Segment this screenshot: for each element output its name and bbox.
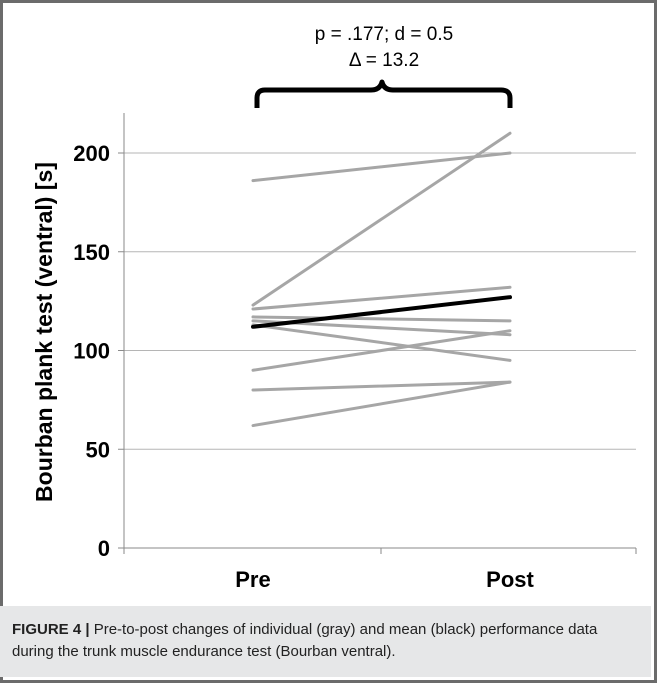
y-tick-label-50: 50 <box>86 437 110 462</box>
x-category-labels: Pre Post <box>235 567 534 592</box>
x-category-label-post: Post <box>486 567 534 592</box>
data-lines <box>251 131 512 428</box>
y-axis-label: Bourban plank test (ventral) [s] <box>31 162 57 502</box>
significance-bracket <box>254 79 513 108</box>
caption-box <box>0 606 651 677</box>
caption-text: Pre-to-post changes of individual (gray)… <box>12 621 598 660</box>
individual-line-9 <box>251 380 512 428</box>
y-tick-label-200: 200 <box>73 141 110 166</box>
y-tick-label-100: 100 <box>73 339 110 364</box>
bracket-path <box>254 79 513 108</box>
individual-line-8 <box>251 380 512 392</box>
individual-line-7 <box>251 329 512 372</box>
x-category-label-pre: Pre <box>235 567 270 592</box>
individual-line-2 <box>251 131 512 307</box>
caption-label: FIGURE 4 | <box>12 621 90 638</box>
annotation-line-1: p = .177; d = 0.5 <box>315 24 453 45</box>
y-tick-labels: 0 50 100 150 200 <box>73 141 110 561</box>
individual-line-3 <box>251 285 512 311</box>
y-tick-label-0: 0 <box>98 536 110 561</box>
individual-line-1 <box>251 151 512 183</box>
axes <box>118 113 637 554</box>
individual-line-4 <box>251 315 512 323</box>
individual-line-6 <box>251 323 512 362</box>
annotation-line-2: Δ = 13.2 <box>349 50 419 71</box>
y-tick-label-150: 150 <box>73 240 110 265</box>
figure-caption: FIGURE 4 | Pre-to-post changes of indivi… <box>12 619 642 663</box>
mean-line <box>251 295 512 329</box>
chart: 0 50 100 150 200 Pre Post p = .177; d = 0.5 Δ… <box>31 24 637 592</box>
